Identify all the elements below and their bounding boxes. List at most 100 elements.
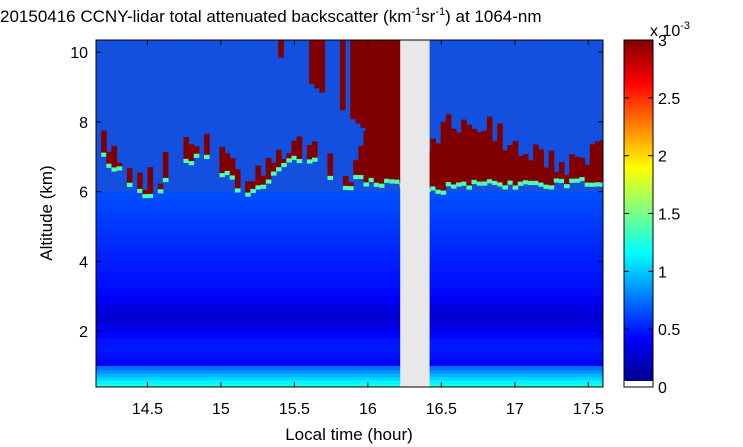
- cloud-cell: [435, 143, 442, 194]
- cloud-cell: [381, 40, 387, 146]
- cloud-cell: [219, 146, 226, 178]
- cloud-edge-cell: [368, 177, 375, 183]
- chart-title: 20150416 CCNY-lidar total attenuated bac…: [0, 6, 542, 26]
- cloud-edge-cell: [517, 181, 524, 186]
- cloud-edge-cell: [270, 171, 277, 176]
- cloud-edge-cell: [476, 181, 483, 186]
- cloud-edge-cell: [394, 179, 400, 184]
- cloud-edge-cell: [502, 185, 508, 190]
- cloud-cell: [507, 145, 514, 185]
- cloud-cell: [543, 167, 550, 189]
- cloud-edge-cell: [348, 186, 354, 191]
- cloud-cell: [265, 157, 272, 184]
- x-tick-label: 16: [359, 401, 377, 418]
- cloud-cell: [391, 40, 398, 155]
- cloud-cell: [365, 40, 372, 133]
- cloud-cell: [589, 144, 596, 187]
- colorbar-tick-label: 2.5: [658, 91, 680, 108]
- cloud-edge-cell: [353, 174, 359, 180]
- surface-aerosol-layer: [96, 376, 603, 381]
- cloud-edge-cell: [543, 184, 550, 189]
- cloud-cell: [360, 40, 367, 128]
- cloud-edge-cell: [558, 178, 565, 184]
- cloud-cell: [450, 128, 457, 189]
- boundary-layer: [96, 352, 603, 360]
- free-troposphere-layer: [96, 226, 603, 236]
- cloud-cell: [319, 40, 326, 93]
- surface-aerosol-layer: [96, 366, 603, 371]
- surface-aerosol-layer: [96, 383, 603, 387]
- cloud-cell: [245, 181, 251, 197]
- cloud-edge-cell: [312, 157, 318, 162]
- x-tick-label: 15: [212, 401, 230, 418]
- cloud-cell: [522, 153, 529, 185]
- colorbar-below-range: [624, 381, 653, 387]
- cloud-cell: [517, 155, 524, 186]
- colorbar-tick-label: 2: [658, 149, 667, 166]
- cloud-edge-cell: [450, 184, 457, 189]
- cloud-cell: [558, 161, 565, 184]
- cloud-cell: [291, 140, 298, 160]
- boundary-layer: [96, 324, 603, 332]
- cloud-edge-cell: [327, 175, 334, 181]
- cloud-edge-cell: [147, 193, 154, 199]
- cloud-edge-cell: [116, 166, 123, 171]
- cloud-cell: [574, 156, 580, 183]
- cloud-edge-cell: [553, 178, 560, 183]
- cloud-edge-cell: [358, 174, 364, 180]
- cloud-cell: [368, 116, 375, 183]
- cloud-cell: [162, 152, 169, 183]
- cloud-edge-cell: [471, 179, 478, 185]
- cloud-cell: [342, 176, 349, 191]
- cloud-edge-cell: [245, 192, 251, 197]
- x-tick-label: 17.5: [573, 401, 604, 418]
- cloud-cell: [296, 136, 303, 164]
- cloud-edge-cell: [512, 185, 519, 190]
- colorbar-tick-label: 0.5: [658, 322, 680, 339]
- cloud-cell: [276, 149, 282, 172]
- cloud-edge-cell: [157, 189, 164, 194]
- data-gap: [400, 40, 430, 387]
- cloud-cell: [476, 132, 483, 186]
- cloud-edge-cell: [384, 178, 390, 183]
- boundary-layer: [96, 338, 603, 346]
- free-troposphere-layer: [96, 217, 603, 228]
- cloud-edge-cell: [373, 182, 380, 187]
- cloud-edge-cell: [162, 177, 169, 183]
- cloud-cell: [456, 132, 462, 187]
- boundary-layer: [96, 331, 603, 339]
- cloud-cell: [584, 164, 591, 187]
- cloud-cell: [492, 141, 498, 186]
- cloud-edge-cell: [342, 185, 349, 191]
- free-troposphere-layer: [96, 270, 603, 280]
- cloud-cell: [512, 140, 519, 190]
- cloud-cell: [548, 150, 555, 190]
- free-troposphere-layer: [96, 191, 603, 201]
- free-troposphere-layer: [96, 235, 603, 245]
- cloud-edge-cell: [286, 158, 292, 163]
- cloud-cell: [286, 153, 292, 163]
- cloud-edge-cell: [461, 181, 467, 186]
- surface-aerosol-layer: [96, 380, 603, 385]
- cloud-edge-cell: [456, 182, 462, 187]
- cloud-edge-cell: [137, 188, 143, 194]
- boundary-layer: [96, 345, 603, 353]
- cloud-cell: [471, 128, 478, 185]
- colorbar-multiplier: x 10-3: [650, 20, 690, 40]
- cloud-edge-cell: [260, 184, 267, 189]
- cloud-edge-cell: [435, 189, 442, 194]
- cloud-edge-cell: [522, 180, 529, 185]
- colorbar: 0 0.5 1 1.5 2 2.5 3 x 10-3: [623, 20, 690, 397]
- cloud-edge-cell: [594, 182, 601, 187]
- cloud-cell: [309, 40, 315, 84]
- cloud-edge-cell: [250, 188, 256, 194]
- free-troposphere-layer: [96, 209, 603, 219]
- cloud-edge-cell: [188, 161, 195, 166]
- cloud-cell: [363, 131, 370, 187]
- cloud-cell: [142, 189, 148, 199]
- cloud-edge-cell: [492, 180, 498, 186]
- cloud-cell: [569, 154, 575, 183]
- cloud-cell: [538, 149, 544, 187]
- cloud-edge-cell: [363, 182, 370, 187]
